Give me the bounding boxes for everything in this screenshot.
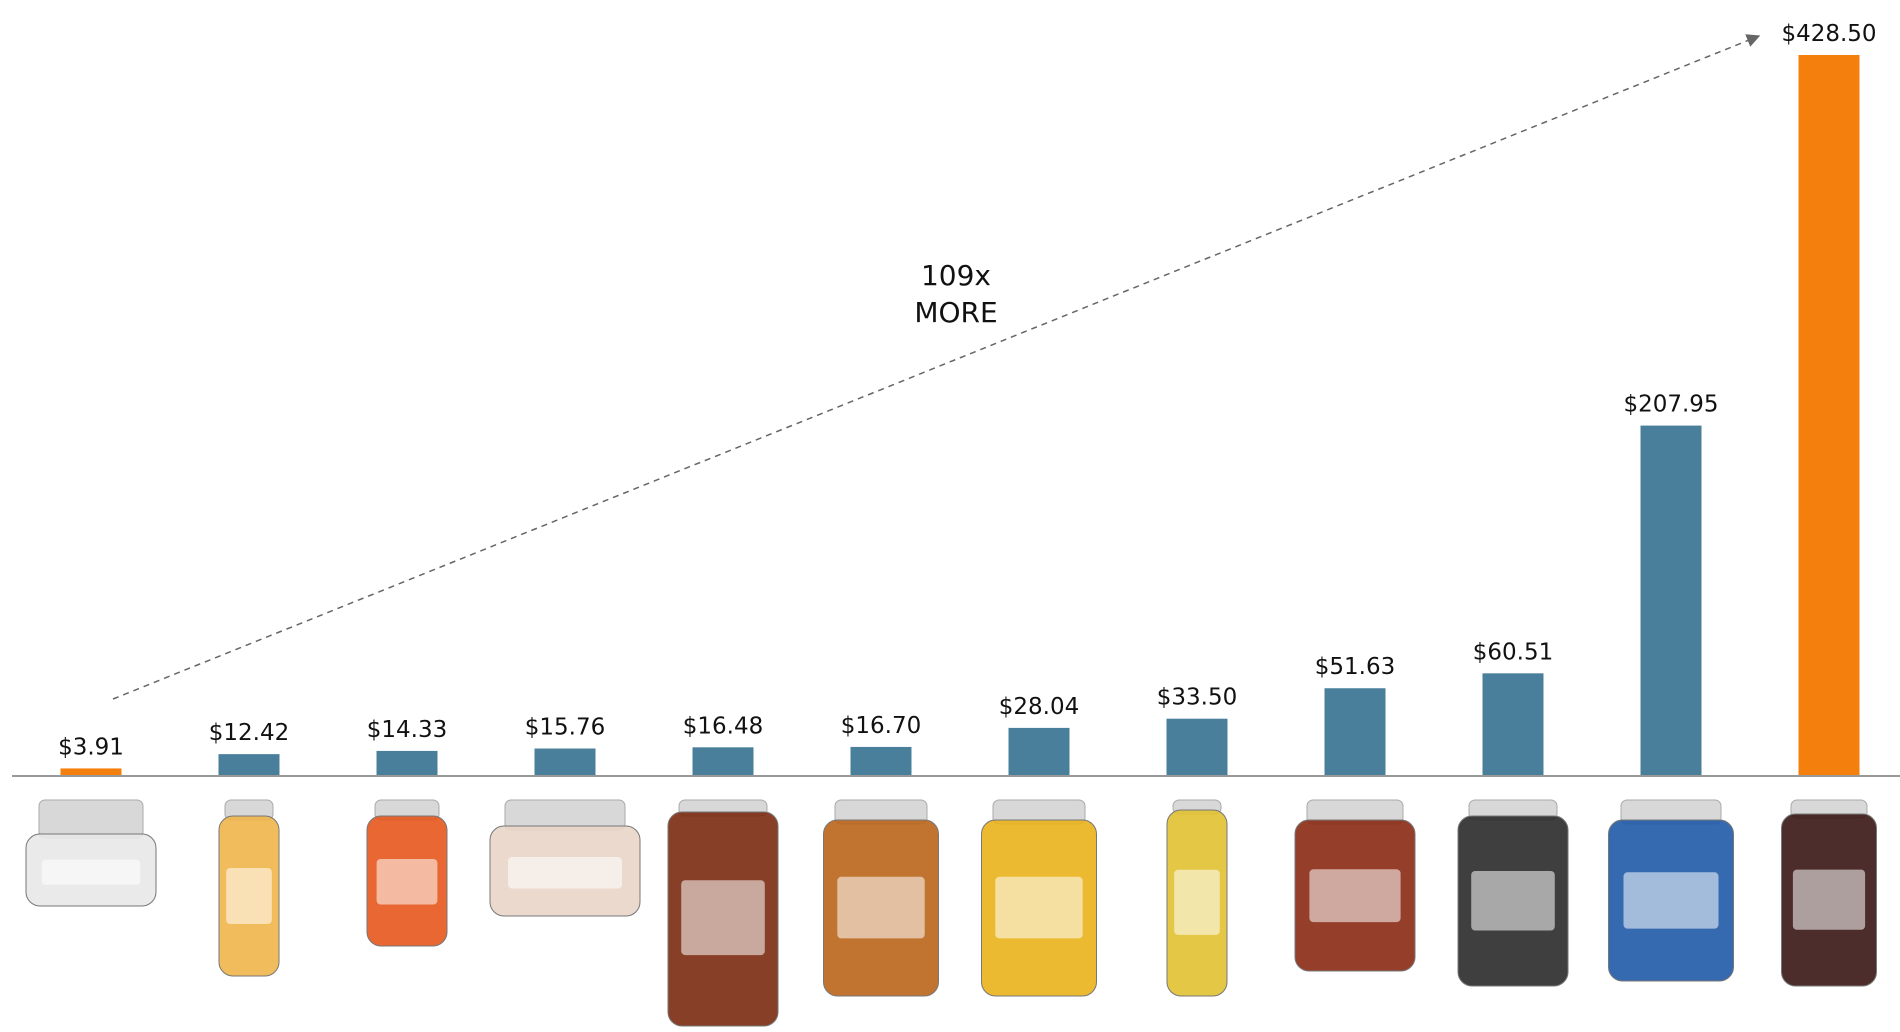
bar [1324, 688, 1386, 775]
product-label [508, 857, 622, 889]
bar [1640, 425, 1702, 775]
value-label: $28.04 [999, 694, 1079, 720]
product-label [1471, 871, 1555, 931]
bar [1166, 718, 1228, 775]
value-label: $207.95 [1623, 392, 1718, 418]
product-lid [38, 799, 144, 839]
value-label: $33.50 [1157, 685, 1237, 711]
bar [850, 746, 912, 775]
bar [1482, 673, 1544, 775]
product-label [376, 859, 438, 905]
product-label [837, 876, 925, 939]
product-label [1623, 872, 1719, 929]
value-label: $3.91 [58, 734, 124, 760]
value-label: $12.42 [209, 720, 289, 746]
product-label [226, 868, 272, 924]
value-label: $60.51 [1473, 639, 1553, 665]
value-label: $16.70 [841, 713, 921, 739]
annotation: MORE [914, 296, 997, 329]
value-label: $428.50 [1781, 21, 1876, 47]
bar [1008, 727, 1070, 775]
annotation: 109x [921, 259, 991, 292]
value-label: $15.76 [525, 715, 605, 741]
bar [1798, 55, 1860, 775]
trend-arrow [112, 34, 1761, 700]
bar [376, 750, 438, 775]
bar [218, 754, 280, 775]
bar [692, 747, 754, 775]
product-label [681, 880, 765, 956]
product-label [1792, 869, 1866, 930]
value-label: $14.33 [367, 717, 447, 743]
bar [534, 748, 596, 775]
value-label: $16.48 [683, 713, 763, 739]
product-label [1309, 869, 1401, 923]
product-label [1174, 869, 1220, 935]
bar [60, 768, 122, 775]
value-label: $51.63 [1315, 654, 1395, 680]
product-label [995, 876, 1083, 939]
product-label [41, 859, 141, 885]
